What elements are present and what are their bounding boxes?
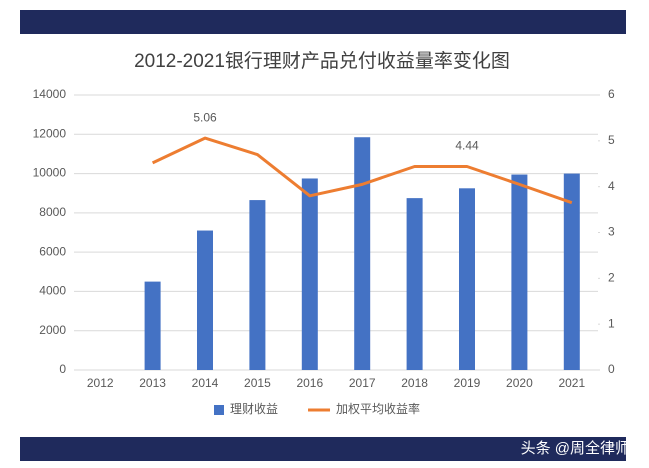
top-band (20, 10, 626, 34)
bar (511, 174, 528, 370)
bar (144, 281, 161, 370)
x-tick-label: 2018 (401, 376, 428, 390)
bar (197, 230, 213, 370)
legend-swatch (214, 405, 224, 415)
data-label: 5.06 (193, 110, 217, 124)
y-tick-label: 10000 (33, 166, 67, 180)
y2-tick-label: 6 (608, 87, 615, 101)
x-tick-label: 2016 (296, 376, 323, 390)
bar (406, 198, 423, 370)
bar (354, 137, 371, 370)
x-tick-label: 2014 (192, 376, 219, 390)
x-tick-label: 2017 (349, 376, 376, 390)
legend-label: 加权平均收益率 (336, 401, 420, 416)
x-tick-label: 2019 (454, 376, 481, 390)
y-tick-label: 6000 (39, 244, 66, 258)
bar (249, 200, 266, 370)
y2-tick-label: 1 (608, 316, 615, 330)
bottom-band (20, 437, 626, 461)
y2-tick-label: 4 (608, 179, 615, 193)
y-tick-label: 0 (59, 362, 66, 376)
y2-tick-label: 3 (608, 225, 615, 239)
x-tick-label: 2013 (139, 376, 166, 390)
data-label: 4.44 (455, 139, 479, 153)
y-tick-label: 14000 (33, 87, 67, 101)
bar (563, 173, 580, 370)
watermark: 头条 @周全律师 (521, 439, 630, 457)
bar (301, 178, 318, 370)
x-tick-label: 2021 (558, 376, 585, 390)
x-tick-label: 2012 (87, 376, 114, 390)
legend-label: 理财收益 (230, 402, 278, 416)
chart-title: 2012-2021银行理财产品兑付收益量率变化图 (134, 50, 510, 72)
y2-tick-label: 2 (608, 271, 615, 285)
y2-tick-label: 0 (608, 362, 615, 376)
y-tick-label: 8000 (39, 205, 66, 219)
y-tick-label: 12000 (33, 126, 67, 140)
x-tick-label: 2020 (506, 376, 533, 390)
y2-tick-label: 5 (608, 133, 615, 147)
x-tick-label: 2015 (244, 376, 271, 390)
y-tick-label: 4000 (39, 284, 66, 298)
line (151, 136, 573, 205)
y-tick-label: 2000 (39, 323, 66, 337)
bar (459, 188, 475, 370)
